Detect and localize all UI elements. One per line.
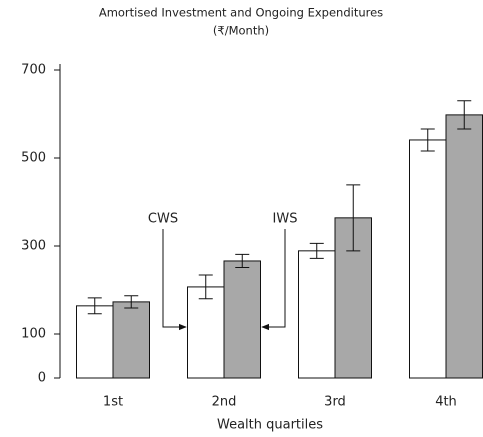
annotation-arrow xyxy=(261,229,286,331)
y-tick-label: 700 xyxy=(21,63,46,78)
chart-title: Amortised Investment and Ongoing Expendi… xyxy=(99,6,383,20)
error-bar xyxy=(457,100,472,130)
y-tick-label: 500 xyxy=(21,151,46,166)
bar xyxy=(223,260,261,379)
annotation: IWS xyxy=(273,212,298,227)
x-tick-label: 4th xyxy=(435,395,457,410)
error-bar xyxy=(346,184,361,252)
annotation: CWS xyxy=(148,212,178,227)
x-tick-label: 3rd xyxy=(324,395,346,410)
chart-subtitle: (₹/Month) xyxy=(213,24,269,38)
bar xyxy=(334,217,372,379)
error-bar xyxy=(124,295,139,309)
annotation-arrow xyxy=(162,229,187,331)
bar xyxy=(298,250,336,379)
bar xyxy=(112,301,150,379)
error-bar xyxy=(87,297,102,315)
bar xyxy=(76,305,114,379)
y-tick-label: 300 xyxy=(21,239,46,254)
bar xyxy=(445,114,483,379)
error-bar xyxy=(235,253,250,269)
bar xyxy=(409,139,447,379)
x-axis-label: Wealth quartiles xyxy=(217,418,323,433)
bar xyxy=(187,286,225,379)
error-bar xyxy=(420,128,435,152)
x-tick-label: 1st xyxy=(103,395,123,410)
error-bar xyxy=(309,242,324,259)
y-tick-label: 0 xyxy=(38,371,46,386)
error-bar xyxy=(198,274,213,300)
y-tick-label: 100 xyxy=(21,327,46,342)
x-tick-label: 2nd xyxy=(212,395,237,410)
